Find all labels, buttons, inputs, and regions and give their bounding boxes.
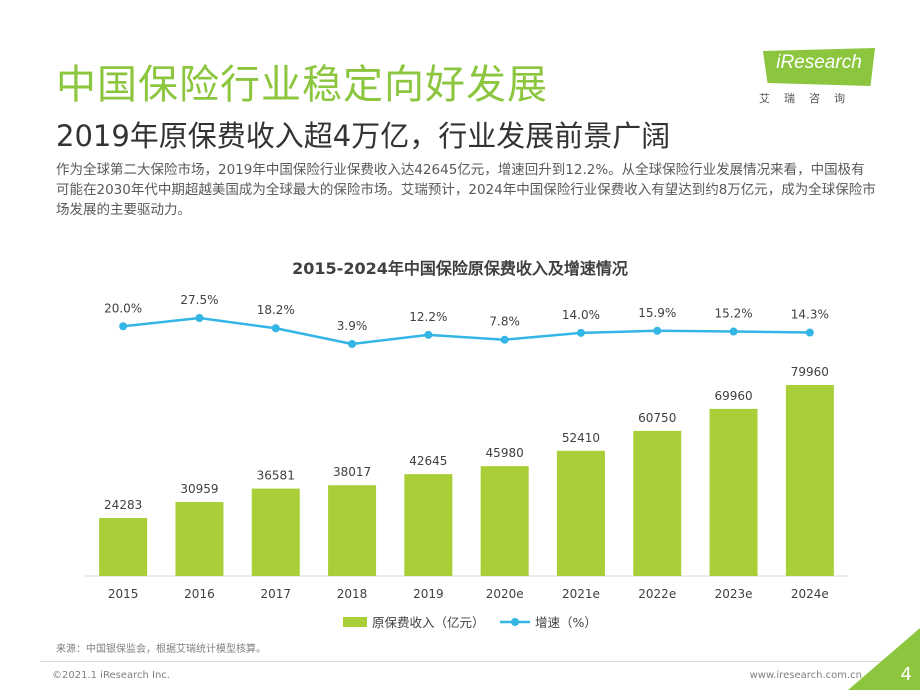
- growth-label-2024e: 14.3%: [791, 308, 829, 322]
- logo-banner: [763, 48, 875, 86]
- growth-point-2023e: [729, 327, 738, 336]
- x-tick-2024e: 2024e: [791, 587, 829, 601]
- footer-divider: [40, 661, 920, 662]
- x-tick-2016: 2016: [184, 587, 215, 601]
- logo-cn-text: 艾瑞咨询: [759, 92, 859, 105]
- growth-label-2023e: 15.2%: [714, 307, 752, 321]
- legend-bar-label: 原保费收入（亿元）: [372, 615, 485, 630]
- bar-2016: [175, 502, 224, 576]
- bar-label-2021e: 52410: [562, 431, 600, 445]
- growth-point-2015: [119, 322, 128, 331]
- copyright-text: ©2021.1 iResearch Inc.: [52, 670, 170, 681]
- growth-point-2018: [348, 340, 357, 348]
- logo-text: iResearch: [776, 52, 862, 73]
- bar-2024e: [785, 385, 834, 576]
- bar-label-2020e: 45980: [486, 446, 524, 460]
- growth-label-2018: 3.9%: [337, 319, 368, 333]
- page-subtitle: 2019年原保费收入超4万亿，行业发展前景广阔: [56, 119, 671, 153]
- x-tick-2015: 2015: [108, 587, 139, 601]
- legend-line-marker: [511, 618, 519, 626]
- bar-2023e: [709, 408, 758, 576]
- growth-line: [123, 316, 810, 346]
- x-tick-2021e: 2021e: [562, 587, 600, 601]
- bar-2015: [99, 517, 148, 576]
- bar-2017: [251, 488, 300, 576]
- page-title: 中国保险行业稳定向好发展: [56, 62, 548, 108]
- chart-title: 2015-2024年中国保险原保费收入及增速情况: [292, 259, 628, 278]
- growth-point-2017: [271, 324, 280, 333]
- bar-label-2019: 42645: [409, 454, 447, 468]
- x-tick-2020e: 2020e: [486, 587, 524, 601]
- growth-point-2019: [424, 330, 433, 339]
- bar-2021e: [556, 450, 605, 576]
- growth-point-2020e: [500, 335, 509, 344]
- iresearch-logo: iResearch 艾瑞咨询: [755, 48, 875, 108]
- x-tick-2022e: 2022e: [638, 587, 676, 601]
- growth-label-2020e: 7.8%: [489, 315, 520, 329]
- x-tick-2023e: 2023e: [715, 587, 753, 601]
- description-text: 作为全球第二大保险市场，2019年中国保险行业保费收入达42645亿元，增速回升…: [56, 162, 876, 218]
- page-number: 4: [900, 664, 912, 685]
- growth-label-2022e: 15.9%: [638, 306, 676, 320]
- growth-label-2019: 12.2%: [409, 310, 447, 324]
- bar-label-2022e: 60750: [638, 411, 676, 425]
- growth-label-2021e: 14.0%: [562, 308, 600, 322]
- bar-label-2023e: 69960: [714, 389, 752, 403]
- bar-label-2024e: 79960: [791, 365, 829, 379]
- legend-line-label: 增速（%）: [535, 615, 597, 630]
- x-tick-2019: 2019: [413, 587, 444, 601]
- growth-point-2016: [195, 314, 204, 322]
- bar-2022e: [633, 430, 682, 576]
- bar-2018: [328, 485, 377, 576]
- growth-point-2024e: [805, 328, 814, 337]
- growth-label-2017: 18.2%: [257, 303, 295, 317]
- bar-label-2016: 30959: [180, 482, 218, 496]
- website-text: www.iresearch.com.cn: [749, 670, 862, 681]
- x-tick-2018: 2018: [337, 587, 368, 601]
- growth-point-2022e: [653, 326, 662, 335]
- growth-point-2021e: [576, 328, 585, 337]
- growth-label-2016: 27.5%: [180, 293, 218, 307]
- legend-bar-swatch: [343, 617, 367, 627]
- bar-2019: [404, 474, 453, 576]
- x-tick-2017: 2017: [260, 587, 291, 601]
- growth-label-2015: 20.0%: [104, 301, 142, 315]
- bar-2020e: [480, 466, 529, 576]
- source-note: 来源：中国银保监会，根据艾瑞统计模型核算。: [56, 644, 266, 655]
- bar-label-2017: 36581: [257, 469, 295, 483]
- bar-label-2015: 24283: [104, 498, 142, 512]
- bar-label-2018: 38017: [333, 465, 371, 479]
